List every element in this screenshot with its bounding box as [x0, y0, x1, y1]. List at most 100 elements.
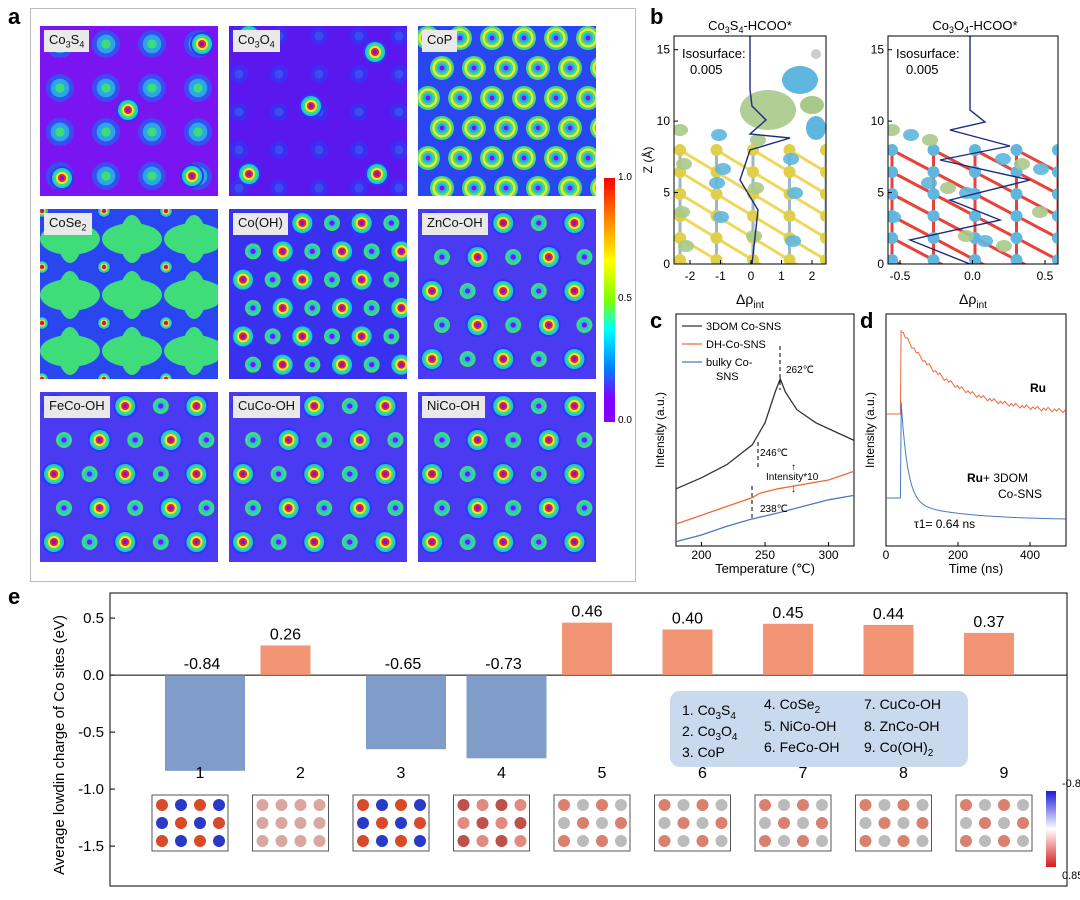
charge-map-4: CoSe2 — [40, 209, 218, 379]
panel-b: Co3S4-HCOO* Co3O4-HCOO* Isosurface: 0.00… — [640, 18, 1059, 310]
y-tick: 0 — [877, 257, 884, 271]
bar-3 — [366, 675, 446, 750]
panel-d-xlabel: Time (ns) — [949, 561, 1003, 576]
compound-legend-box — [670, 691, 968, 767]
bar-value-6: 0.40 — [672, 610, 703, 627]
y-tick: 5 — [877, 186, 884, 200]
colorbar-max: 1.0 — [618, 172, 632, 183]
y-tick: 0.0 — [83, 667, 104, 684]
bar-5 — [562, 622, 612, 676]
legend-c9: 9. Co(OH)2 — [864, 739, 934, 759]
y-tick: 0.5 — [83, 610, 104, 627]
charge-map-2: Co3O4 — [229, 26, 407, 196]
y-tick: 10 — [657, 114, 671, 128]
panel-c-ylabel: Intensity (a.u.) — [653, 392, 667, 468]
charge-map-9: NiCo-OH — [418, 392, 596, 562]
structure-8 — [855, 794, 932, 852]
x-tick: -0.5 — [890, 269, 911, 283]
bar-value-9: 0.37 — [973, 614, 1004, 631]
arrow-down: ↓ — [791, 484, 796, 495]
x-tick: -2 — [685, 269, 696, 283]
structure-1 — [151, 794, 229, 852]
category-label-8: 8 — [899, 765, 908, 782]
y-tick: 0 — [663, 257, 670, 271]
bar-9 — [964, 632, 1014, 676]
category-label-1: 1 — [196, 765, 205, 782]
panel-a-frame — [30, 8, 636, 582]
panel-b-left-xlabel: Δρint — [736, 291, 764, 310]
charge-map-8: CuCo-OH — [229, 392, 407, 562]
map-label-8: CuCo-OH — [233, 396, 301, 418]
structure-5 — [553, 794, 631, 852]
category-label-3: 3 — [397, 765, 406, 782]
panel-b-right-structure — [888, 36, 1058, 264]
series-ru-3dom — [886, 401, 1066, 520]
legend-c7: 7. CuCo-OH — [864, 696, 941, 712]
label-ru: Ru — [1030, 381, 1046, 395]
y-tick: -1.0 — [78, 781, 104, 798]
charge-map-6: ZnCo-OH — [418, 209, 596, 379]
panel-b-right-xlabel: Δρint — [959, 291, 987, 310]
structure-6 — [654, 794, 731, 852]
bar-value-4: -0.73 — [485, 656, 522, 673]
legend-bulky: bulky Co- — [706, 357, 753, 369]
category-label-2: 2 — [296, 765, 305, 782]
label-tau: τ1= 0.64 ns — [914, 517, 975, 531]
map-label-1: Co3S4 — [44, 30, 90, 52]
category-label-6: 6 — [698, 765, 707, 782]
x-tick: 200 — [691, 548, 711, 562]
y-tick: 15 — [657, 43, 671, 57]
series-2 — [675, 494, 855, 543]
left-isosurface-label: Isosurface: — [682, 46, 746, 61]
x-tick: 300 — [819, 548, 839, 562]
legend-c4: 4. CoSe2 — [764, 696, 821, 716]
map-label-2: Co3O4 — [233, 30, 280, 52]
structure-colorbar-bottom: 0.85 — [1062, 870, 1080, 882]
bar-value-7: 0.45 — [772, 605, 803, 622]
panel-d-ylabel: Intensity (a.u.) — [863, 392, 877, 468]
left-isosurface-value: 0.005 — [690, 62, 723, 77]
label-ru-3dom: Ru+ 3DOM — [967, 471, 1028, 485]
legend-bulky-2: SNS — [716, 371, 739, 383]
category-label-9: 9 — [1000, 765, 1009, 782]
x-tick: 0 — [748, 269, 755, 283]
charge-map-3: CoP — [418, 26, 596, 196]
structure-4 — [453, 794, 530, 852]
category-label-4: 4 — [497, 765, 506, 782]
x-tick: 0.5 — [1037, 269, 1054, 283]
legend-c2: 2. Co3O4 — [682, 723, 738, 743]
x-tick: -1 — [715, 269, 726, 283]
bar-7 — [763, 623, 813, 676]
structure-3 — [352, 794, 430, 852]
panel-b-right-title: Co3O4-HCOO* — [932, 18, 1017, 35]
map-label-6: ZnCo-OH — [422, 213, 488, 235]
legend-3dom: 3DOM Co-SNS — [706, 321, 781, 333]
y-tick: 5 — [663, 186, 670, 200]
right-isosurface-value: 0.005 — [906, 62, 939, 77]
bar-2 — [260, 645, 311, 676]
series-ru — [886, 329, 1066, 415]
y-tick: 15 — [871, 43, 885, 57]
arrow-up: ↑ — [791, 462, 796, 473]
panel-label-b: b — [650, 4, 664, 29]
panel-c: 3DOM Co-SNS DH-Co-SNS bulky Co- SNS 262℃… — [653, 313, 855, 576]
right-isosurface-label: Isosurface: — [896, 46, 960, 61]
structure-9 — [955, 794, 1033, 852]
annot-246: 246℃ — [760, 448, 788, 459]
panel-e: Average lowdin charge of Co sites (eV) 0… — [51, 592, 1080, 887]
bar-1 — [165, 675, 245, 771]
structure-2 — [252, 794, 329, 852]
panel-b-left-structure — [674, 36, 826, 264]
series-0 — [675, 376, 855, 490]
structure-7 — [754, 794, 832, 852]
panel-b-left-title: Co3S4-HCOO* — [708, 18, 792, 35]
x-tick: 250 — [755, 548, 775, 562]
panel-b-ylabel: Z (Å) — [640, 147, 655, 174]
panel-a-colorbar — [604, 178, 615, 422]
panel-label-a: a — [8, 4, 21, 29]
y-tick: 10 — [871, 114, 885, 128]
colorbar-min: 0.0 — [618, 415, 632, 426]
panel-d: Ru Ru+ 3DOM Co-SNS τ1= 0.64 ns 0 200 400 I… — [863, 313, 1067, 576]
panel-label-c: c — [650, 308, 663, 333]
bar-6 — [662, 629, 713, 676]
